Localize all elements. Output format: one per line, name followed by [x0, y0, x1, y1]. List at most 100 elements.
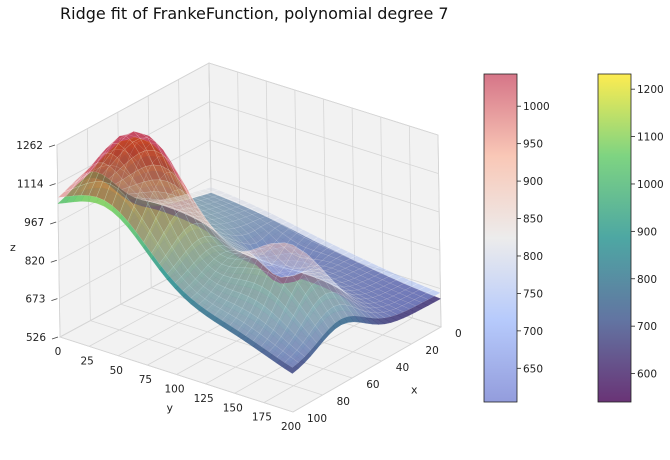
- ridge-surface-cell: [256, 258, 271, 264]
- ridge-surface-cell: [338, 268, 354, 275]
- ridge-surface-cell: [260, 257, 275, 273]
- ridge-surface-cell: [229, 317, 245, 331]
- ridge-surface-cell: [269, 243, 285, 249]
- y-gridline: [263, 125, 413, 403]
- ridge-surface-cell: [244, 253, 259, 260]
- ridge-surface-cell: [266, 247, 281, 261]
- ridge-surface-cell: [253, 218, 268, 227]
- ridge-surface-cell: [366, 297, 381, 303]
- ridge-surface-cell: [221, 257, 236, 267]
- ridge-surface-cell: [324, 279, 339, 289]
- ridge-surface-cell: [134, 133, 150, 140]
- ridge-surface-cell: [255, 245, 270, 249]
- ridge-surface-cell: [289, 270, 304, 274]
- ridge-surface-cell: [245, 253, 260, 258]
- ridge-surface-cell: [65, 185, 80, 197]
- x-tick-label: 20: [425, 345, 438, 357]
- y-tick-label: 0: [55, 346, 62, 358]
- ridge-surface-cell: [392, 292, 407, 300]
- ridge-surface-cell: [322, 270, 337, 287]
- y-tick-label: 50: [110, 365, 123, 377]
- ridge-surface-cell: [354, 275, 369, 282]
- ridge-surface-cell: [124, 154, 139, 180]
- ridge-surface-cell: [301, 314, 316, 335]
- ridge-surface-cell: [181, 199, 197, 216]
- ridge-surface-cell: [297, 237, 313, 248]
- ridge-surface-cell: [271, 242, 286, 244]
- ridge-surface-cell: [122, 140, 137, 155]
- ridge-surface-cell: [255, 286, 271, 306]
- ridge-surface-cell: [299, 293, 314, 316]
- ridge-surface-cell: [347, 294, 362, 303]
- ridge-surface-cell: [283, 272, 298, 295]
- ridge-surface-cell: [337, 292, 353, 307]
- ridge-surface-cell: [288, 260, 304, 269]
- ridge-surface-cell: [145, 164, 161, 181]
- ridge-surface-cell: [141, 133, 156, 142]
- ridge-surface-cell: [305, 271, 320, 274]
- ridge-surface-cell: [114, 179, 130, 190]
- ridge-surface-cell: [303, 268, 318, 286]
- coolwarm-colorbar: [484, 74, 517, 402]
- ridge-surface-cell: [214, 229, 229, 244]
- ridge-surface-cell: [113, 134, 128, 142]
- ridge-surface-cell: [341, 280, 357, 287]
- ridge-surface-cell: [279, 264, 294, 277]
- ridge-surface-cell: [175, 276, 190, 292]
- ridge-surface-cell: [179, 251, 194, 271]
- ridge-surface-cell: [377, 286, 392, 293]
- ridge-surface-cell: [189, 278, 204, 293]
- ridge-surface-cell: [198, 298, 213, 311]
- ridge-surface-cell: [172, 171, 188, 194]
- ridge-surface-cell: [360, 272, 375, 280]
- ridge-surface-cell: [391, 286, 406, 294]
- ridge-surface-cell: [383, 282, 398, 290]
- ridge-surface-cell: [284, 242, 300, 250]
- ridge-surface-cell: [167, 181, 183, 200]
- ridge-surface-cell: [295, 257, 311, 274]
- ridge-surface-cell: [264, 242, 280, 249]
- ridge-surface-cell: [265, 260, 280, 266]
- ridge-surface-cell: [358, 308, 373, 319]
- ridge-surface-cell: [345, 304, 361, 317]
- ridge-surface-cell: [339, 288, 355, 298]
- ridge-surface-cell: [370, 288, 386, 296]
- y-tick-label: 100: [164, 384, 184, 396]
- ridge-surface-cell: [185, 192, 200, 198]
- ridge-surface-cell: [160, 165, 176, 186]
- ridge-surface-cell: [131, 153, 146, 171]
- ridge-surface-cell: [204, 186, 220, 193]
- viridis-colorbar: [598, 74, 631, 402]
- ridge-surface-cell: [303, 233, 319, 242]
- ridge-surface-cell: [187, 262, 202, 280]
- ridge-surface-cell: [193, 217, 208, 225]
- ridge-surface-cell: [287, 265, 302, 272]
- ridge-surface-cell: [343, 258, 359, 266]
- ridge-surface-cell: [111, 188, 127, 213]
- ridge-surface-cell: [325, 277, 341, 290]
- ridge-surface-cell: [102, 166, 117, 179]
- ridge-surface-cell: [165, 246, 180, 268]
- ridge-surface-cell: [252, 255, 267, 269]
- ridge-surface-cell: [339, 304, 355, 317]
- ridge-surface-cell: [129, 184, 144, 194]
- ridge-surface-cell: [223, 233, 238, 242]
- ridge-surface-cell: [76, 166, 91, 180]
- ridge-surface-cell: [223, 241, 238, 251]
- ridge-surface-cell: [218, 216, 234, 224]
- ridge-surface-cell: [306, 253, 321, 268]
- ridge-surface-cell: [288, 225, 304, 234]
- ridge-surface-cell: [274, 224, 290, 234]
- z-tick-label: 967: [24, 217, 44, 229]
- viridis-colorbar-tick-label: 700: [637, 321, 657, 333]
- ridge-surface-cell: [170, 207, 185, 213]
- ridge-surface-cell: [350, 289, 366, 296]
- ridge-surface-cell: [334, 248, 350, 256]
- ridge-surface-cell: [330, 281, 345, 297]
- ridge-surface-cell: [220, 236, 235, 248]
- ridge-surface-cell: [212, 296, 227, 309]
- ridge-surface-cell: [139, 174, 155, 204]
- ridge-surface-cell: [105, 135, 120, 149]
- ridge-surface-cell: [198, 236, 213, 251]
- ridge-surface-cell: [286, 268, 302, 277]
